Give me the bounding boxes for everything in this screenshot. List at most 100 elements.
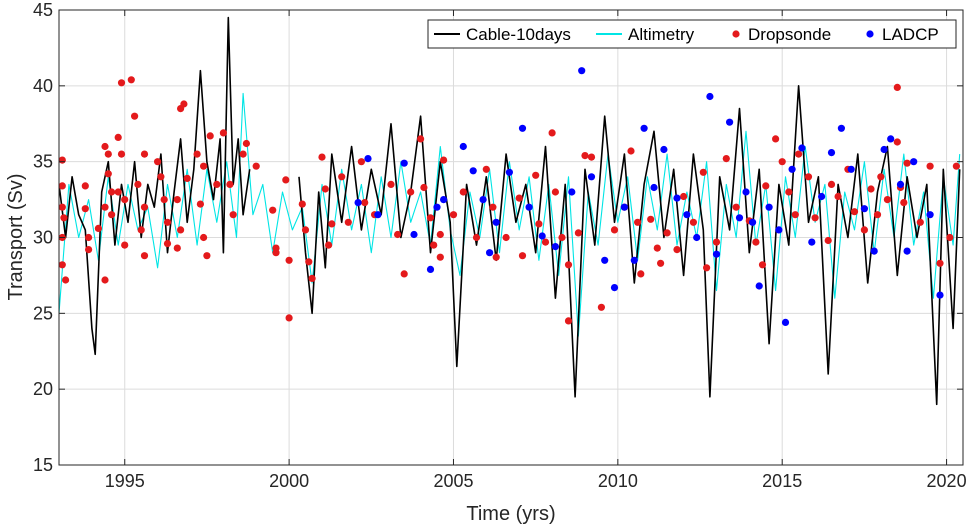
ladcp-point bbox=[837, 124, 846, 132]
ladcp-point bbox=[459, 142, 467, 151]
dropsonde-point bbox=[900, 199, 908, 207]
dropsonde-point bbox=[541, 238, 550, 246]
x-tick-label: 2005 bbox=[433, 471, 473, 491]
dropsonde-point bbox=[81, 205, 89, 213]
dropsonde-point bbox=[574, 229, 583, 237]
dropsonde-point bbox=[229, 211, 237, 219]
ladcp-point bbox=[887, 135, 895, 143]
y-tick-label: 15 bbox=[33, 455, 53, 475]
y-tick-label: 45 bbox=[33, 0, 53, 20]
y-tick-label: 40 bbox=[33, 76, 53, 96]
dropsonde-point bbox=[647, 215, 655, 223]
dropsonde-point bbox=[85, 233, 93, 242]
dropsonde-point bbox=[407, 188, 415, 196]
ladcp-point bbox=[469, 167, 477, 175]
ladcp-point bbox=[818, 192, 826, 201]
dropsonde-point bbox=[653, 244, 661, 252]
dropsonde-point bbox=[59, 203, 66, 211]
dropsonde-point bbox=[791, 211, 799, 219]
dropsonde-point bbox=[131, 112, 139, 120]
altimetry-line bbox=[59, 92, 961, 337]
dropsonde-point bbox=[436, 253, 444, 261]
dropsonde-point bbox=[121, 196, 129, 204]
ladcp-point bbox=[578, 67, 586, 75]
ladcp-point bbox=[798, 144, 806, 152]
dropsonde-point bbox=[180, 100, 188, 108]
ladcp-point bbox=[712, 250, 721, 258]
dropsonde-point bbox=[101, 142, 109, 151]
ladcp-point bbox=[440, 196, 448, 204]
dropsonde-point bbox=[298, 200, 306, 208]
ladcp-point bbox=[827, 149, 836, 157]
dropsonde-point bbox=[177, 226, 185, 234]
dropsonde-point bbox=[101, 276, 109, 284]
ladcp-point bbox=[735, 214, 744, 222]
dropsonde-point bbox=[59, 156, 66, 164]
y-tick-label: 20 bbox=[33, 379, 53, 399]
dropsonde-point bbox=[564, 261, 573, 269]
ladcp-point bbox=[479, 196, 487, 204]
dropsonde-point bbox=[804, 173, 813, 181]
dropsonde-point bbox=[400, 270, 408, 278]
dropsonde-point bbox=[548, 129, 556, 137]
dropsonde-point bbox=[634, 218, 642, 226]
dropsonde-point bbox=[196, 200, 204, 208]
dropsonde-point bbox=[811, 214, 819, 222]
dropsonde-point bbox=[338, 173, 346, 181]
dropsonde-point bbox=[226, 180, 234, 188]
x-tick-label: 2015 bbox=[762, 471, 802, 491]
dropsonde-point bbox=[387, 180, 395, 188]
dropsonde-point bbox=[916, 218, 924, 226]
ladcp-point bbox=[808, 238, 816, 246]
dropsonde-point bbox=[328, 220, 336, 228]
ladcp-point bbox=[706, 92, 714, 101]
dropsonde-point bbox=[285, 256, 293, 264]
dropsonde-point bbox=[795, 150, 803, 158]
ladcp-point bbox=[364, 155, 372, 163]
dropsonde-point bbox=[515, 194, 523, 202]
dropsonde-point bbox=[893, 83, 901, 91]
dropsonde-point bbox=[242, 139, 250, 148]
x-axis-label: Time (yrs) bbox=[466, 503, 555, 525]
ladcp-point bbox=[683, 211, 691, 219]
legend-label-dropsonde: Dropsonde bbox=[748, 25, 831, 44]
dropsonde-point bbox=[459, 188, 467, 196]
dropsonde-point bbox=[430, 241, 438, 249]
dropsonde-point bbox=[81, 182, 89, 190]
dropsonde-point bbox=[173, 196, 181, 204]
dropsonde-point bbox=[117, 79, 126, 87]
dropsonde-point bbox=[426, 214, 435, 222]
ladcp-point bbox=[433, 203, 441, 211]
dropsonde-point bbox=[101, 203, 109, 211]
dropsonde-point bbox=[134, 180, 142, 188]
ladcp-point bbox=[587, 173, 596, 181]
dropsonde-point bbox=[321, 185, 329, 193]
ladcp-point bbox=[601, 256, 609, 264]
ladcp-point bbox=[880, 145, 888, 154]
ladcp-point bbox=[765, 203, 773, 211]
dropsonde-point bbox=[308, 274, 316, 282]
dropsonde-point bbox=[867, 185, 875, 193]
dropsonde-point bbox=[282, 176, 290, 184]
ladcp-point bbox=[781, 318, 790, 326]
ladcp-point bbox=[538, 232, 546, 240]
dropsonde-point bbox=[121, 241, 129, 249]
dropsonde-point bbox=[239, 150, 247, 158]
ladcp-point bbox=[505, 168, 513, 176]
dropsonde-point bbox=[114, 133, 122, 141]
dropsonde-point bbox=[417, 135, 425, 143]
y-tick-label: 35 bbox=[33, 152, 53, 172]
ladcp-point bbox=[693, 233, 701, 242]
dropsonde-point bbox=[137, 226, 145, 234]
dropsonde-point bbox=[587, 153, 596, 161]
dropsonde-point bbox=[946, 233, 954, 242]
ladcp-point bbox=[650, 183, 658, 192]
dropsonde-point bbox=[564, 317, 573, 325]
dropsonde-point bbox=[344, 218, 352, 226]
y-tick-label: 25 bbox=[33, 303, 53, 323]
cable-10days-line bbox=[298, 85, 961, 406]
dropsonde-point bbox=[502, 233, 510, 242]
dropsonde-point bbox=[173, 244, 181, 252]
dropsonde-point bbox=[114, 188, 122, 196]
dropsonde-point bbox=[673, 246, 681, 254]
